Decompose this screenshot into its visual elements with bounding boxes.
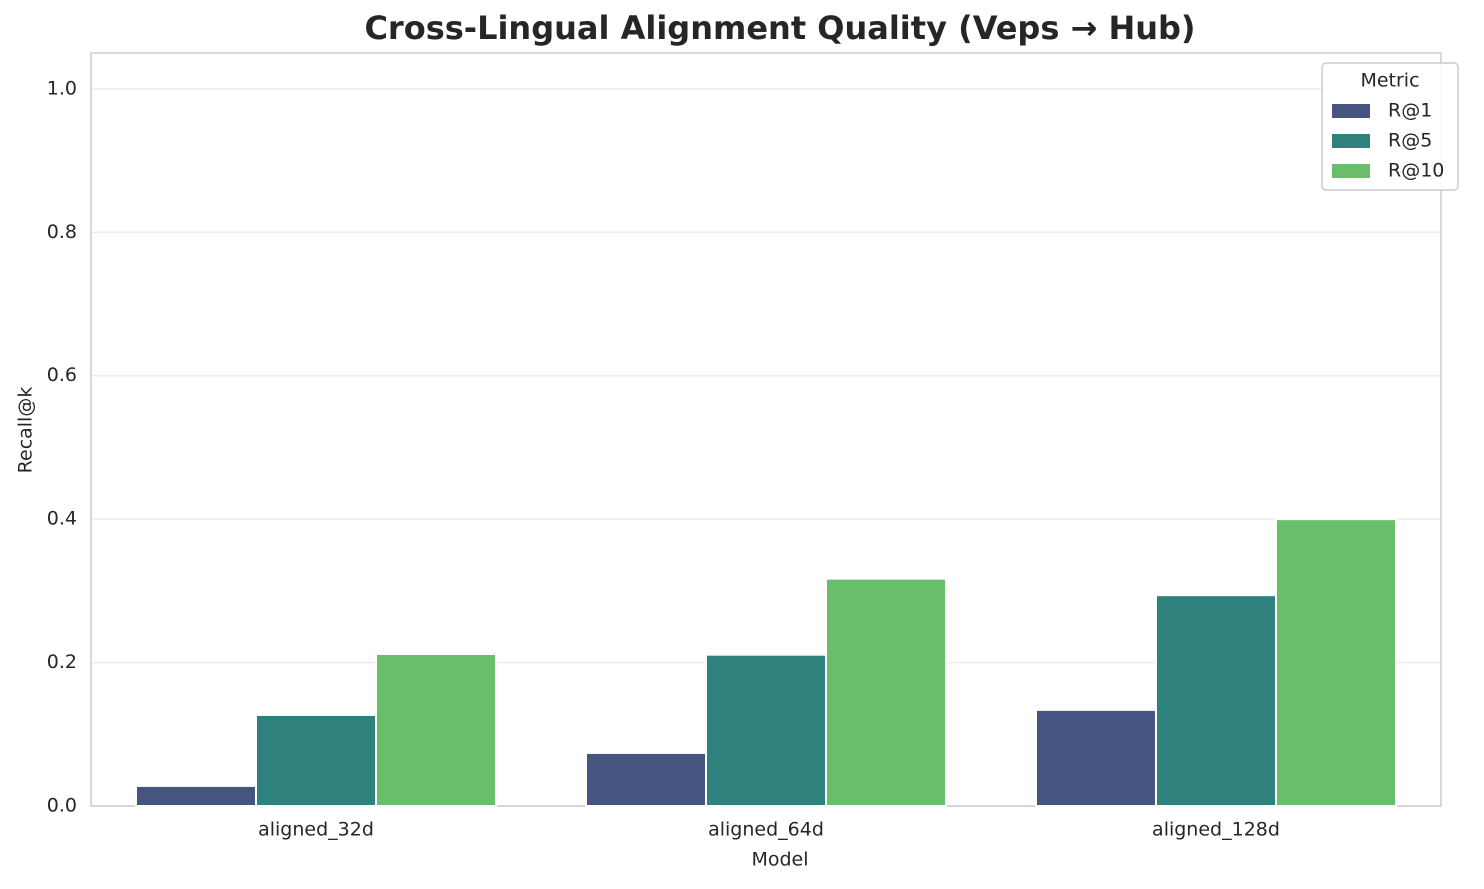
y-tick-label: 0.2 (47, 651, 77, 673)
bar (585, 751, 707, 808)
legend-box (1321, 62, 1459, 191)
y-tick-label: 0.6 (47, 364, 77, 386)
y-axis-label: Recall@k (15, 387, 37, 474)
chart-title: Cross-Lingual Alignment Quality (Veps → … (364, 9, 1195, 47)
legend-title: Metric (1360, 70, 1419, 92)
x-axis-label: Model (751, 849, 808, 871)
y-tick-label: 0.0 (47, 795, 77, 817)
bar (255, 713, 377, 807)
bar (1275, 518, 1397, 808)
y-tick-label: 0.8 (47, 221, 77, 243)
bar (705, 653, 827, 807)
legend-swatch (1332, 134, 1370, 148)
y-tick-label: 0.4 (47, 508, 77, 530)
legend-label: R@5 (1388, 130, 1432, 152)
bar (1035, 708, 1157, 807)
x-tick-label: aligned_128d (1152, 819, 1280, 841)
y-tick-label: 1.0 (47, 77, 77, 99)
x-tick-label: aligned_32d (258, 819, 374, 841)
legend-swatch (1332, 164, 1370, 178)
bar (1155, 594, 1277, 807)
bar (135, 784, 257, 807)
legend-swatch (1332, 104, 1370, 118)
legend-label: R@1 (1388, 100, 1432, 122)
bar (375, 652, 497, 807)
x-tick-label: aligned_64d (708, 819, 824, 841)
legend-label: R@10 (1388, 160, 1444, 182)
bar (825, 577, 947, 807)
